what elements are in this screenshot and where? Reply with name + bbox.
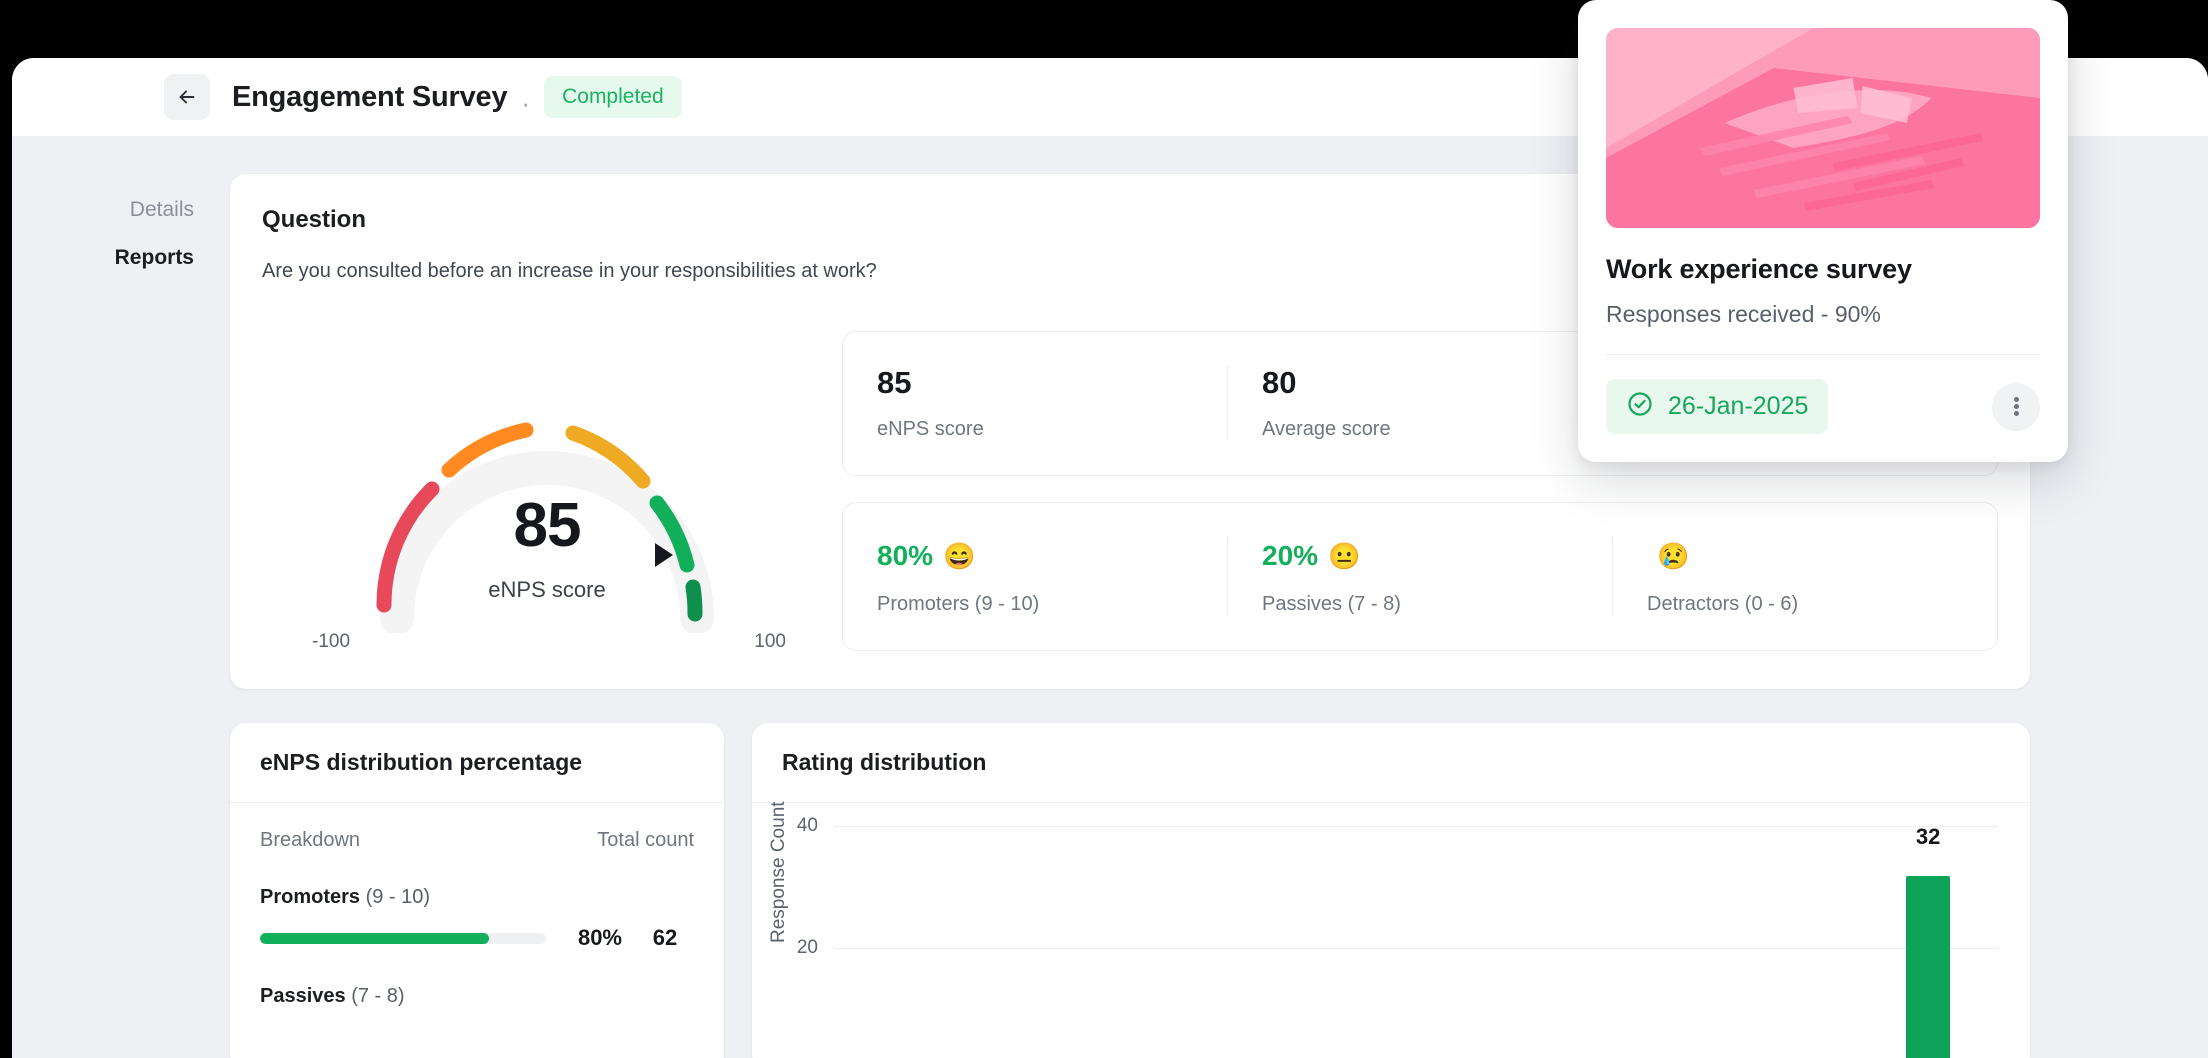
progress-track	[260, 932, 546, 944]
crying-face-emoji: 😢	[1657, 541, 1690, 572]
score-value: 80	[1262, 365, 1297, 400]
question-text: Are you consulted before an increase in …	[262, 260, 877, 282]
segment-percent: 80%	[877, 540, 934, 572]
row-count: 62	[652, 925, 678, 951]
sidebar-nav: Details Reports	[12, 174, 230, 1058]
divider	[1606, 354, 2040, 355]
chart-bar[interactable]	[1906, 875, 1951, 1058]
score-cell-average: 80 Average score	[1228, 365, 1613, 442]
gauge-segment-low	[441, 422, 534, 478]
chart-plot-area: 20 40 32	[797, 815, 1998, 1058]
score-cell-enps: 85 eNPS score	[843, 365, 1228, 442]
kebab-menu-icon[interactable]	[1992, 382, 2040, 431]
segment-panel: 80% 😄 Promoters (9 - 10) 20% 😐	[842, 502, 1998, 652]
row-label: Promoters	[260, 886, 361, 909]
gauge-min-label: -100	[312, 631, 351, 653]
bottom-row: eNPS distribution percentage Breakdown T…	[230, 723, 2030, 1058]
gauge-segment-very-low	[376, 481, 440, 613]
distribution-header-row: Breakdown Total count	[260, 829, 694, 852]
segment-cell-promoters: 80% 😄 Promoters (9 - 10)	[843, 537, 1228, 617]
arrow-left-icon	[176, 86, 198, 108]
distribution-row-name: Promoters (9 - 10)	[260, 886, 694, 909]
gauge-svg	[376, 422, 714, 633]
status-badge: Completed	[544, 76, 682, 118]
distribution-row-passives: Passives (7 - 8)	[260, 985, 694, 1008]
page-title: Engagement Survey	[232, 80, 508, 113]
title-separator: ·	[521, 88, 531, 118]
question-heading: Question	[262, 206, 367, 233]
grinning-face-emoji: 😄	[943, 541, 976, 572]
gauge-segment-high	[649, 495, 695, 573]
distribution-row-name: Passives (7 - 8)	[260, 985, 694, 1008]
chart-gridline: 40	[797, 815, 1998, 836]
column-total-count: Total count	[597, 829, 694, 852]
segment-cell-passives: 20% 😐 Passives (7 - 8)	[1228, 537, 1613, 617]
distribution-title: eNPS distribution percentage	[230, 723, 724, 804]
segment-percent: 20%	[1262, 540, 1319, 572]
column-breakdown: Breakdown	[260, 829, 361, 852]
sidebar-item-details[interactable]: Details	[129, 198, 194, 221]
gauge-segment-very-high	[685, 579, 703, 622]
pink-brush-stroke-thumbnail	[1606, 28, 2040, 228]
row-range: (9 - 10)	[365, 886, 431, 909]
chart-y-tick: 20	[796, 937, 818, 959]
survey-date-chip: 26-Jan-2025	[1606, 379, 1829, 434]
segment-cell-detractors: 😢 Detractors (0 - 6)	[1613, 537, 1997, 616]
distribution-row-promoters: Promoters (9 - 10) 80% 62	[260, 886, 694, 951]
survey-preview-card[interactable]: Work experience survey Responses receive…	[1578, 0, 2068, 462]
survey-title: Work experience survey	[1606, 254, 1912, 284]
row-percent: 80%	[577, 925, 622, 951]
rating-chart: Response Count 20 40 32	[752, 801, 2030, 1058]
chart-bar-label: 32	[1915, 823, 1941, 849]
distribution-bar-line: 80% 62	[260, 925, 694, 951]
segment-label: Promoters (9 - 10)	[877, 593, 1040, 616]
neutral-face-emoji: 😐	[1328, 541, 1361, 572]
enps-gauge: 85 eNPS score -100 100	[262, 327, 832, 653]
back-button[interactable]	[164, 74, 210, 120]
chart-gridline: 20	[797, 937, 1998, 958]
rating-chart-title: Rating distribution	[752, 723, 2030, 804]
row-range: (7 - 8)	[351, 985, 405, 1008]
score-label: eNPS score	[877, 418, 984, 441]
row-label: Passives	[260, 985, 346, 1008]
survey-date: 26-Jan-2025	[1668, 392, 1809, 420]
check-circle-icon	[1626, 390, 1654, 423]
enps-distribution-card: eNPS distribution percentage Breakdown T…	[230, 723, 724, 1058]
chart-y-tick: 40	[796, 815, 818, 837]
rating-distribution-card: Rating distribution Response Count 20 40 3…	[752, 723, 2030, 1058]
segment-label: Passives (7 - 8)	[1262, 593, 1401, 616]
score-label: Average score	[1262, 418, 1391, 441]
score-value: 85	[877, 365, 912, 400]
gauge-segment-medium	[565, 425, 651, 489]
chart-y-axis-label: Response Count	[768, 801, 789, 944]
distribution-body: Breakdown Total count Promoters (9 - 10)	[230, 803, 724, 1008]
segment-label: Detractors (0 - 6)	[1647, 593, 1799, 616]
survey-footer: 26-Jan-2025	[1606, 379, 2040, 434]
gauge-max-label: 100	[754, 631, 786, 653]
survey-responses-received: Responses received - 90%	[1606, 301, 1881, 327]
sidebar-item-reports[interactable]: Reports	[114, 246, 194, 269]
progress-fill	[260, 932, 489, 944]
triangle-pointer-icon	[655, 543, 673, 567]
